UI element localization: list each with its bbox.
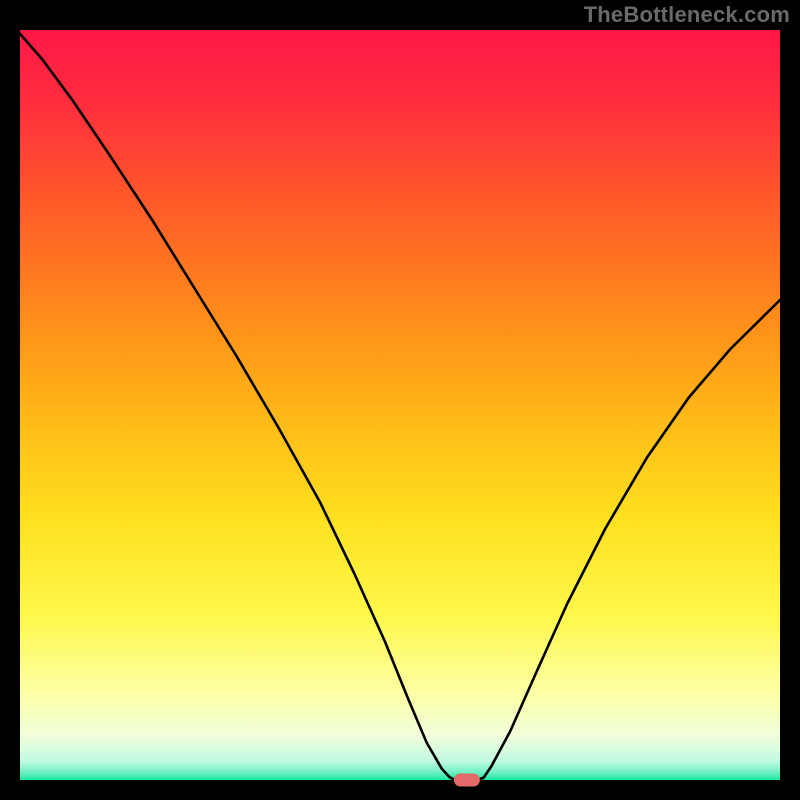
- gradient-plot-area: [20, 30, 780, 780]
- optimum-marker: [454, 774, 480, 787]
- chart-container: { "watermark": { "text": "TheBottleneck.…: [0, 0, 800, 800]
- watermark-text: TheBottleneck.com: [584, 2, 790, 28]
- bottleneck-chart: [0, 0, 800, 800]
